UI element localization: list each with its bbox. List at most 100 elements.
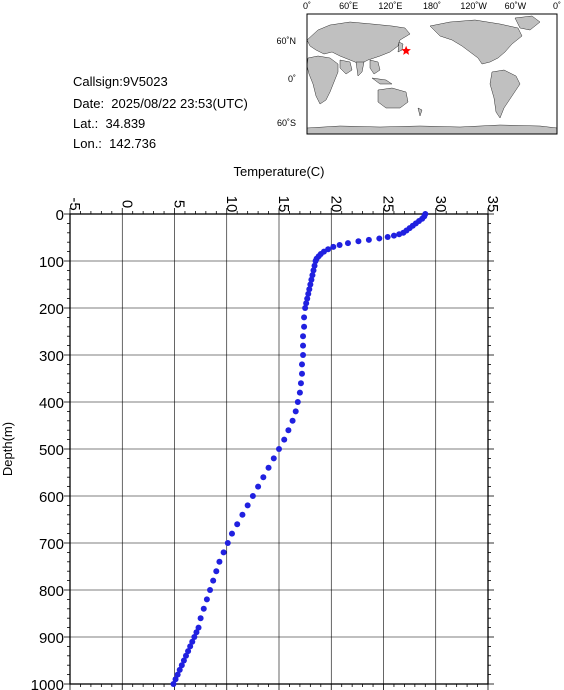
data-point	[294, 399, 301, 405]
data-point	[228, 530, 235, 537]
map-longitude-label: 120˚E	[378, 1, 402, 11]
data-point	[298, 370, 305, 377]
y-tick-label: 1000	[31, 677, 64, 690]
y-tick-label: 700	[39, 536, 64, 553]
data-point	[297, 380, 304, 387]
map-longitude-labels: 0˚ 60˚E 120˚E 180˚ 120˚W 60˚W 0˚	[303, 1, 561, 11]
plot-frame	[69, 213, 489, 685]
location-marker-icon	[401, 45, 411, 55]
data-point	[308, 276, 315, 283]
map-latitude-labels: 60˚N 0˚ 60˚S	[276, 36, 296, 128]
map-frame	[306, 13, 558, 135]
data-point	[301, 323, 308, 330]
data-point	[255, 483, 262, 490]
data-point	[174, 671, 181, 678]
data-point	[195, 624, 202, 631]
y-tick-label: 600	[39, 489, 64, 506]
data-point	[330, 243, 337, 250]
data-point	[200, 605, 207, 612]
y-tick-label: 200	[39, 301, 64, 318]
x-tick-label: 30	[432, 196, 449, 213]
data-point	[172, 676, 179, 683]
data-point	[365, 236, 372, 243]
data-point	[270, 455, 277, 462]
data-point	[187, 643, 194, 650]
data-point	[336, 242, 343, 249]
data-point	[396, 231, 403, 238]
data-point	[189, 638, 196, 645]
data-point	[178, 662, 185, 669]
x-tick-label: 35	[484, 196, 501, 213]
x-tick-label: 15	[275, 196, 292, 213]
data-point	[376, 235, 383, 242]
callsign-text: Callsign:9V5023	[73, 74, 168, 89]
x-axis-title: Temperature(C)	[233, 164, 324, 179]
lat-text: Lat.: 34.839	[73, 116, 146, 131]
data-point	[300, 352, 307, 358]
data-point	[298, 361, 305, 368]
x-tick-label: -5	[66, 197, 83, 210]
data-point	[234, 521, 241, 528]
world-map: 0˚ 60˚E 120˚E 180˚ 120˚W 60˚W 0˚ 60˚N 0˚ 60˚S	[276, 1, 561, 135]
y-tick-label: 400	[39, 395, 64, 412]
data-point	[285, 427, 292, 434]
data-point	[197, 615, 204, 622]
map-longitude-label: 60˚E	[339, 1, 358, 11]
data-point	[207, 587, 214, 593]
map-longitude-label: 180˚	[423, 1, 441, 11]
data-point	[312, 258, 319, 264]
data-point	[191, 634, 198, 640]
y-tick-label: 900	[39, 630, 64, 647]
data-point	[301, 314, 308, 321]
data-point	[210, 577, 217, 584]
data-point	[344, 240, 351, 247]
x-tick-label: 10	[223, 196, 240, 213]
data-point	[203, 596, 210, 603]
data-point	[292, 408, 299, 415]
data-point	[302, 305, 309, 311]
data-point	[180, 657, 187, 664]
map-latitude-label: 60˚S	[277, 118, 296, 128]
data-point	[309, 272, 316, 279]
data-point	[300, 333, 307, 340]
map-longitude-label: 120˚W	[460, 1, 487, 11]
map-longitude-label: 0˚	[553, 1, 561, 11]
data-point	[239, 511, 246, 518]
data-point	[193, 629, 200, 636]
data-point	[304, 295, 311, 302]
map-latitude-label: 60˚N	[276, 36, 296, 46]
data-point	[281, 436, 288, 443]
y-tick-label: 800	[39, 583, 64, 600]
data-point	[390, 232, 397, 239]
x-tick-label: 0	[118, 200, 135, 208]
data-point	[276, 446, 282, 452]
map-land	[306, 15, 558, 135]
data-point	[310, 267, 317, 274]
data-point	[176, 666, 183, 673]
data-point	[213, 568, 220, 575]
data-point	[265, 464, 272, 471]
data-point	[306, 286, 313, 293]
map-longitude-label: 0˚	[303, 1, 311, 11]
data-point	[260, 474, 267, 481]
data-point	[249, 493, 256, 499]
y-axis-title: Depth(m)	[0, 422, 15, 476]
map-longitude-label: 60˚W	[505, 1, 527, 11]
data-point	[303, 300, 310, 307]
y-tick-label: 0	[56, 207, 64, 224]
x-tick-label: 20	[327, 196, 344, 213]
data-point	[311, 262, 318, 269]
data-point	[307, 281, 314, 288]
data-point	[289, 417, 296, 424]
lon-text: Lon.: 142.736	[73, 136, 157, 151]
x-tick-label: 5	[171, 200, 188, 208]
data-point	[185, 648, 192, 655]
data-point	[220, 549, 227, 556]
data-point	[182, 652, 189, 659]
y-tick-label: 100	[39, 254, 64, 271]
y-tick-label: 300	[39, 348, 64, 365]
data-point	[355, 238, 362, 245]
date-text: Date: 2025/08/22 23:53(UTC)	[73, 96, 248, 111]
data-point	[216, 558, 223, 565]
data-point	[384, 234, 391, 241]
